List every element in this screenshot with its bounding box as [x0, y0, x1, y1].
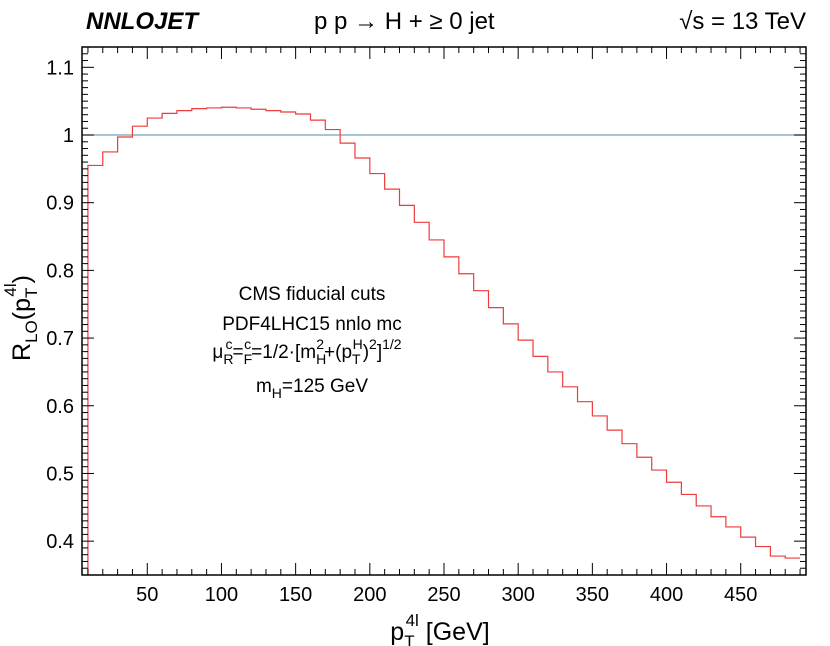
x-tick-label: 300	[501, 584, 534, 606]
y-tick-label: 0.9	[46, 193, 74, 215]
x-tick-label: 250	[427, 584, 460, 606]
x-tick-label: 150	[279, 584, 312, 606]
y-tick-label: 0.6	[46, 396, 74, 418]
process-label: p p → H + ≥ 0 jet	[314, 8, 495, 35]
y-tick-label: 0.8	[46, 260, 74, 282]
annotation-scale: μRc=Fc=1/2·[mH2+(pTH)2]1/2	[212, 336, 401, 367]
y-tick-label: 1	[63, 125, 74, 147]
nnlojet-brand-label: NNLOJET	[86, 8, 199, 35]
y-axis-title: RLO(pT4l)	[1, 275, 41, 361]
x-tick-label: 350	[576, 584, 609, 606]
x-tick-label: 200	[353, 584, 386, 606]
annotation-cuts: CMS fiducial cuts	[239, 284, 386, 305]
plot-frame	[81, 46, 807, 576]
annotation-mass: mH=125 GeV	[256, 376, 368, 401]
x-tick-label: 450	[724, 584, 757, 606]
energy-label: √s = 13 TeV	[679, 8, 806, 35]
y-tick-label: 0.5	[46, 463, 74, 485]
annotation-pdf: PDF4LHC15 nnlo mc	[222, 314, 402, 335]
y-tick-label: 1.1	[46, 57, 74, 79]
x-tick-label: 50	[136, 584, 158, 606]
x-tick-label: 400	[650, 584, 683, 606]
x-tick-label: 100	[205, 584, 238, 606]
histogram-series	[87, 106, 801, 575]
y-tick-label: 0.7	[46, 328, 74, 350]
y-tick-label: 0.4	[46, 531, 74, 553]
x-axis-title: pT4l [GeV]	[390, 611, 489, 646]
